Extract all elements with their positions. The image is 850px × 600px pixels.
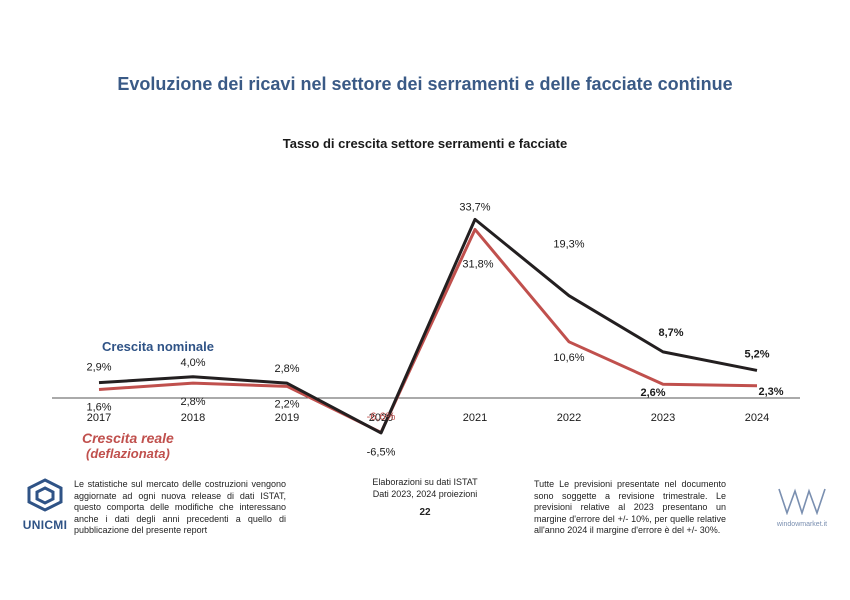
x-tick-label: 2024 — [745, 412, 769, 424]
windowmarket-logo: windowmarket.it — [772, 487, 832, 528]
windowmarket-mark-icon — [778, 488, 826, 516]
x-tick-label: 2019 — [275, 412, 299, 424]
legend-real-line2: (deflazionata) — [86, 446, 170, 461]
data-label-nominal: 8,7% — [658, 327, 683, 339]
data-label-nominal: 19,3% — [553, 239, 584, 251]
footer-left-note: Le statistiche sul mercato delle costruz… — [74, 479, 286, 535]
data-label-real: 1,6% — [86, 402, 111, 414]
windowmarket-logo-text: windowmarket.it — [776, 521, 828, 528]
data-label-real: 31,8% — [462, 258, 493, 270]
data-label-nominal: 4,0% — [180, 357, 205, 369]
legend-nominal: Crescita nominale — [102, 339, 214, 354]
x-tick-label: 2021 — [463, 412, 487, 424]
footer-center-line2: Dati 2023, 2024 proiezioni — [372, 488, 478, 499]
series-line-real — [98, 227, 758, 434]
unicmi-cube-icon — [27, 478, 63, 512]
x-tick-label: 2023 — [651, 412, 675, 424]
unicmi-logo-text: UNICMI — [22, 518, 68, 532]
data-label-real: 10,6% — [553, 352, 584, 364]
legend-real: Crescita reale (deflazionata) — [82, 430, 174, 462]
legend-real-line1: Crescita reale — [82, 430, 174, 446]
data-label-nominal: 2,9% — [86, 362, 111, 374]
data-label-nominal: 5,2% — [744, 348, 769, 360]
chart-title: Tasso di crescita settore serramenti e f… — [282, 136, 568, 151]
data-label-real: 2,3% — [758, 386, 783, 398]
series-line-nominal — [98, 217, 758, 435]
page-number: 22 — [419, 507, 431, 518]
data-label-real: 2,8% — [180, 396, 205, 408]
data-label-nominal: -6,6% — [367, 411, 396, 423]
data-label-real: -6,5% — [367, 446, 396, 458]
footer-center-note: Elaborazioni su dati ISTAT Dati 2023, 20… — [320, 477, 530, 500]
footer-right-note: Tutte Le previsioni presentate nel docum… — [534, 479, 726, 535]
footer-center-line1: Elaborazioni su dati ISTAT — [372, 477, 478, 487]
data-label-nominal: 33,7% — [459, 201, 490, 213]
x-tick-label: 2022 — [557, 412, 581, 424]
unicmi-logo: UNICMI — [18, 478, 72, 532]
x-tick-label: 2017 — [87, 412, 111, 424]
data-label-real: 2,6% — [640, 387, 665, 399]
data-label-real: 2,2% — [274, 398, 299, 410]
x-tick-label: 2018 — [181, 412, 205, 424]
data-label-nominal: 2,8% — [274, 363, 299, 375]
page-title: Evoluzione dei ricavi nel settore dei se… — [117, 74, 733, 94]
